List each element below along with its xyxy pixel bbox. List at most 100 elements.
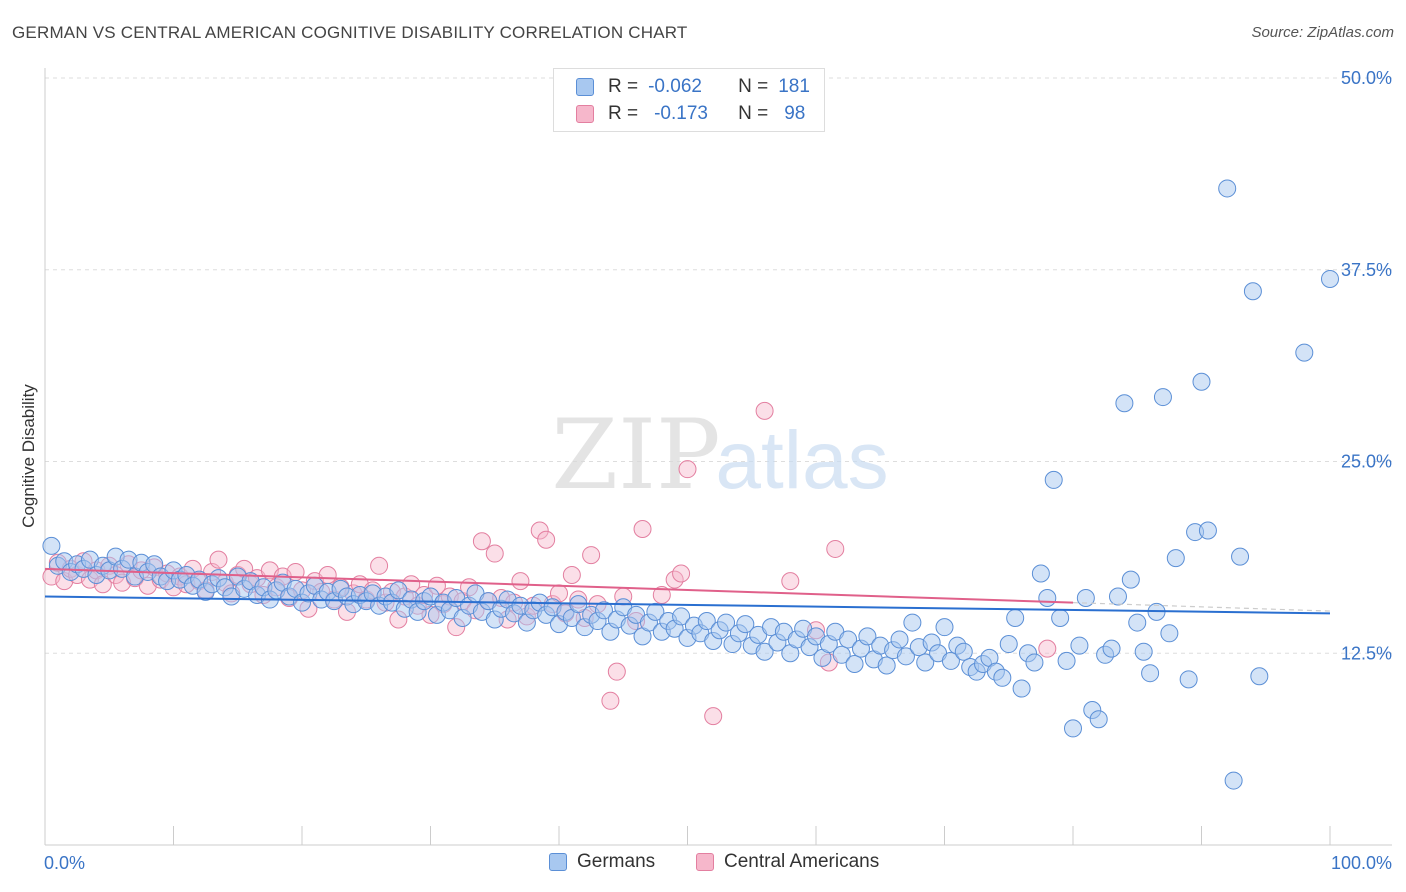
- germans-point: [755, 642, 774, 661]
- germans-point: [1064, 719, 1082, 738]
- central-americans-point: [511, 572, 530, 591]
- germans-point: [858, 627, 877, 646]
- germans-point: [697, 612, 716, 631]
- germans-point: [1115, 394, 1134, 413]
- germans-point: [1051, 608, 1070, 627]
- germans-point: [1108, 587, 1127, 606]
- germans-point: [941, 651, 960, 670]
- germans-point: [1102, 639, 1121, 658]
- central-americans-point: [582, 546, 601, 565]
- germans-points: [42, 179, 1339, 790]
- germans-point: [1134, 642, 1153, 661]
- y-axis-label: Cognitive Disability: [19, 384, 38, 528]
- central-americans-point: [826, 539, 845, 558]
- germans-legend-label: Germans: [577, 851, 656, 872]
- germans-point: [1141, 664, 1160, 683]
- bottom-legend-germans: Germans: [549, 851, 655, 873]
- germans-point: [832, 645, 851, 664]
- germans-point: [1089, 710, 1108, 729]
- germans-point: [1025, 653, 1044, 672]
- germans-point: [1128, 613, 1147, 632]
- germans-point: [1295, 343, 1314, 362]
- central-americans-point: [537, 530, 556, 549]
- germans-point: [1166, 549, 1185, 568]
- germans-point: [1250, 667, 1269, 686]
- germans-point: [890, 630, 909, 649]
- germans-point: [1044, 470, 1063, 489]
- germans-swatch: [549, 853, 567, 871]
- germans-point: [1006, 608, 1025, 627]
- germans-point: [1153, 388, 1172, 407]
- legend-n-label: N =: [738, 76, 769, 97]
- central-americans-trend-line: [44, 567, 1074, 604]
- germans-point: [717, 613, 736, 632]
- central-americans-point: [485, 544, 504, 563]
- germans-point: [935, 618, 954, 637]
- germans-point: [1076, 589, 1095, 608]
- y-tick-label: 50.0%: [1341, 68, 1392, 88]
- germans-point: [389, 581, 408, 600]
- germans-point: [672, 607, 691, 626]
- central-americans-swatch: [576, 105, 594, 123]
- trend-lines: [44, 567, 1331, 615]
- germans-point: [1038, 589, 1057, 608]
- germans-point: [993, 668, 1012, 687]
- central-americans-point: [209, 550, 228, 569]
- central-americans-points: [42, 401, 1057, 726]
- central-americans-point: [704, 707, 723, 726]
- germans-point: [1012, 679, 1031, 698]
- central-americans-point: [472, 532, 491, 551]
- legend-n-value: 98: [784, 103, 806, 124]
- watermark-zip: ZIP: [551, 399, 720, 511]
- germans-point: [1224, 771, 1243, 790]
- central-americans-trend-extension: [1072, 602, 1331, 612]
- bottom-legend-central: Central Americans: [696, 851, 879, 873]
- germans-point: [1231, 547, 1250, 566]
- germans-trend-line: [44, 595, 1331, 615]
- germans-point: [916, 653, 935, 672]
- germans-point: [954, 642, 973, 661]
- legend-row-central: R = -0.173 N = 98: [576, 101, 805, 127]
- grid-lines: [45, 77, 1392, 654]
- tick-labels: 12.5% 25.0% 37.5% 50.0% 0.0% 100.0%: [44, 68, 1392, 873]
- central-legend-label: Central Americans: [724, 851, 880, 872]
- legend-n-label: N =: [738, 103, 769, 124]
- central-americans-point: [607, 662, 626, 681]
- central-americans-point: [781, 572, 800, 591]
- y-tick-label: 12.5%: [1341, 643, 1392, 663]
- central-americans-point: [530, 521, 549, 540]
- central-americans-point: [562, 566, 581, 585]
- central-americans-point: [370, 556, 389, 575]
- germans-point: [594, 601, 613, 620]
- germans-point: [1192, 372, 1211, 391]
- germans-point: [1321, 269, 1339, 288]
- legend-r-label: R =: [608, 103, 639, 124]
- legend-row-germans: R = -0.062 N = 181: [576, 74, 810, 100]
- legend-n-value: 181: [778, 76, 810, 97]
- germans-point: [877, 656, 896, 675]
- central-americans-point: [678, 460, 697, 479]
- central-americans-point: [1038, 639, 1057, 658]
- watermark-atlas: atlas: [715, 415, 888, 506]
- central-americans-swatch: [696, 853, 714, 871]
- germans-point: [646, 602, 665, 621]
- central-americans-point: [672, 564, 691, 583]
- germans-swatch: [576, 78, 594, 96]
- germans-point: [1160, 624, 1179, 643]
- central-americans-point: [755, 401, 774, 420]
- germans-point: [839, 630, 858, 649]
- germans-point: [1218, 179, 1237, 198]
- germans-point: [1121, 570, 1140, 589]
- germans-point: [1243, 282, 1262, 301]
- germans-point: [42, 536, 61, 555]
- y-tick-label: 25.0%: [1341, 452, 1392, 472]
- y-tick-label: 37.5%: [1341, 260, 1392, 280]
- germans-point: [1198, 521, 1217, 540]
- germans-point: [736, 615, 755, 634]
- correlation-legend: R = -0.062 N = 181 R = -0.173 N = 98: [553, 68, 825, 132]
- x-tick-label: 100.0%: [1331, 853, 1392, 873]
- chart-title: GERMAN VS CENTRAL AMERICAN COGNITIVE DIS…: [12, 23, 688, 42]
- central-americans-point: [633, 519, 652, 538]
- germans-point: [999, 635, 1018, 654]
